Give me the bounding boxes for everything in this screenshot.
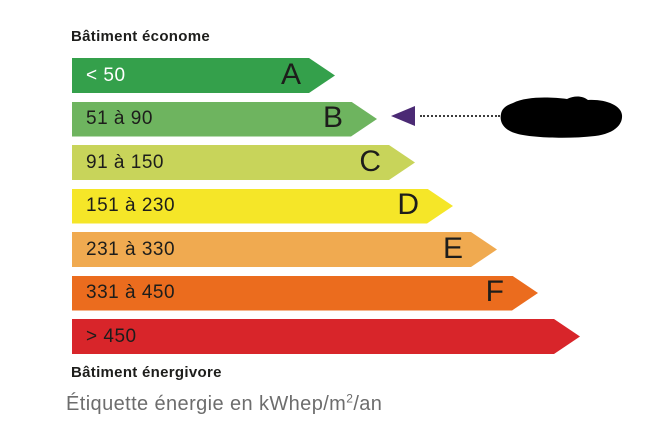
energy-bar-row-a: < 50 A (72, 58, 580, 93)
range-label: 331 à 450 (86, 282, 176, 303)
range-label: 231 à 330 (86, 238, 176, 260)
range-label: 51 à 90 (86, 108, 153, 129)
class-letter: F (485, 274, 504, 308)
energy-bar-c: 91 à 150 C (72, 145, 415, 180)
energy-intensive-building-label: Bâtiment énergivore (71, 364, 222, 381)
energy-bar-row-f: 331 à 450 F (72, 276, 580, 311)
energy-bar-row-d: 151 à 230 D (72, 189, 580, 224)
range-label: < 50 (86, 64, 126, 86)
caption-superscript: 2 (346, 391, 354, 406)
class-letter: D (397, 187, 419, 221)
energy-bar-d: 151 à 230 D (72, 189, 453, 224)
class-letter: E (442, 231, 463, 265)
energy-bar-row-e: 231 à 330 E (72, 232, 580, 267)
energy-scale: < 50 A 51 à 90 B 91 à 150 C 151 à 230 D (72, 58, 580, 363)
energy-bar-a: < 50 A (72, 58, 335, 93)
economical-building-label: Bâtiment économe (71, 28, 210, 45)
class-letter: B (322, 100, 343, 134)
class-letter: C (359, 144, 381, 178)
energy-bar-g: > 450 (72, 319, 580, 354)
range-label: > 450 (86, 325, 137, 347)
energy-bar-e: 231 à 330 E (72, 232, 497, 267)
energy-bar-row-c: 91 à 150 C (72, 145, 580, 180)
label-caption: Étiquette énergie en kWhep/m2/an (66, 391, 383, 416)
energy-bar-row-b: 51 à 90 B (72, 102, 580, 137)
caption-text: Étiquette énergie en kWhep/m (66, 393, 347, 415)
range-label: 151 à 230 (86, 195, 176, 216)
energy-bar-f: 331 à 450 F (72, 276, 538, 311)
class-letter: A (280, 57, 301, 91)
caption-text-suffix: /an (353, 393, 383, 415)
energy-bar-b: 51 à 90 B (72, 102, 377, 137)
energy-bar-row-g: > 450 (72, 319, 580, 354)
range-label: 91 à 150 (86, 151, 164, 173)
